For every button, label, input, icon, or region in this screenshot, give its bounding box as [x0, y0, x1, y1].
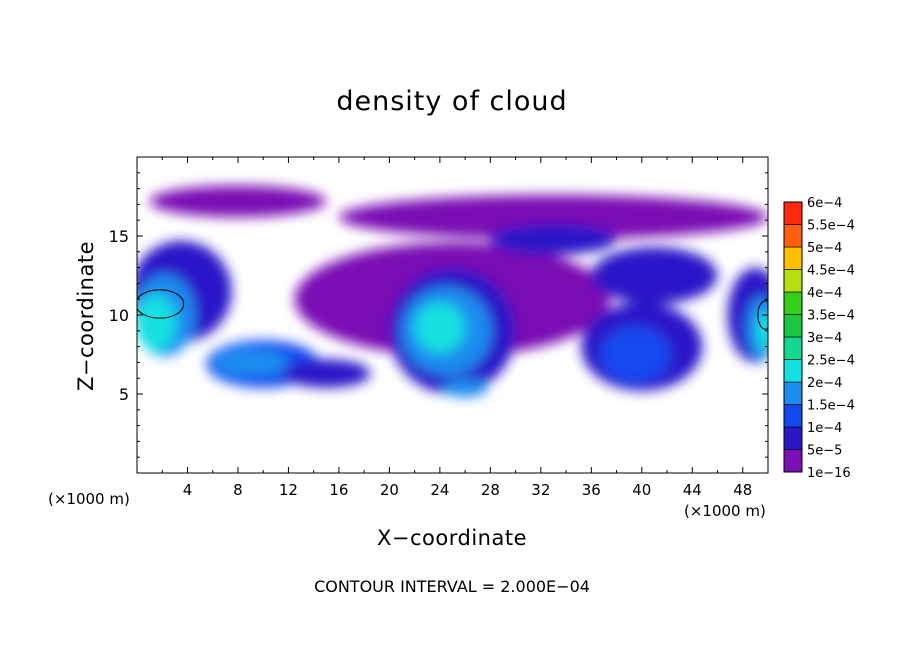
density-region [600, 326, 671, 383]
x-unit-label-left: (×1000 m) [48, 490, 130, 508]
colorbar-label: 1.5e−4 [807, 399, 855, 414]
x-unit-label-right: (×1000 m) [684, 502, 766, 520]
colorbar-frame [783, 201, 803, 473]
colorbar-label: 4e−4 [807, 286, 842, 301]
density-region [212, 348, 289, 377]
x-tick-label: 20 [380, 481, 399, 499]
x-tick-label: 16 [329, 481, 348, 499]
x-tick-label: 28 [481, 481, 500, 499]
colorbar-swatch [783, 449, 803, 473]
colorbar-swatch [783, 201, 803, 225]
density-region [442, 378, 488, 398]
colorbar-swatch [783, 426, 803, 450]
colorbar-label: 6e−4 [807, 196, 842, 211]
density-region [414, 302, 466, 353]
density-region [137, 294, 177, 352]
density-region [756, 310, 768, 352]
colorbar-label: 2.5e−4 [807, 354, 855, 369]
x-tick-label: 4 [183, 481, 193, 499]
chart-title: density of cloud [336, 86, 568, 117]
x-tick-label: 32 [531, 481, 550, 499]
y-tick-label: 5 [119, 385, 129, 404]
colorbar-label: 5e−4 [807, 241, 842, 256]
x-tick-label: 12 [279, 481, 298, 499]
density-region [338, 194, 768, 240]
colorbar-swatch [783, 404, 803, 428]
y-tick-label: 10 [109, 306, 129, 325]
colorbar-label: 5e−5 [807, 444, 842, 459]
y-axis-label: Z−coordinate [74, 241, 98, 391]
colorbar-swatch [783, 291, 803, 315]
density-region [149, 185, 327, 218]
x-tick-label: 36 [582, 481, 601, 499]
colorbar-swatch [783, 314, 803, 338]
colorbar-label: 5.5e−4 [807, 219, 855, 234]
colorbar-swatch [783, 336, 803, 360]
x-tick-label: 24 [430, 481, 449, 499]
contour-line [137, 289, 185, 319]
density-region [490, 223, 617, 255]
colorbar-swatch [783, 381, 803, 405]
colorbar-label: 1e−4 [807, 421, 842, 436]
colorbar-label: 3e−4 [807, 331, 842, 346]
colorbar-swatch [783, 359, 803, 383]
colorbar: 1e−16 5e−5 1e−4 1.5e−4 2e−4 2.5e−4 3e−4 3.5e−4 4… [783, 196, 855, 481]
density-field [137, 185, 768, 398]
colorbar-label: 2e−4 [807, 376, 842, 391]
colorbar-label: 4.5e−4 [807, 264, 855, 279]
contour-line [757, 300, 768, 330]
colorbar-swatch [783, 224, 803, 248]
x-axis-label: X−coordinate [377, 526, 527, 550]
colorbar-label: 1e−16 [807, 466, 851, 481]
density-region [282, 359, 371, 388]
x-tick-label: 44 [683, 481, 702, 499]
x-tick-label: 40 [632, 481, 651, 499]
contour-interval-note: CONTOUR INTERVAL = 2.000E−04 [314, 577, 590, 596]
x-tick-label: 8 [233, 481, 243, 499]
density-region [591, 247, 718, 304]
colorbar-swatch [783, 246, 803, 270]
colorbar-swatch [783, 269, 803, 293]
colorbar-label: 3.5e−4 [807, 309, 855, 324]
y-tick-label: 15 [109, 227, 129, 246]
density-field-smoothing [137, 185, 768, 398]
x-tick-label: 48 [733, 481, 752, 499]
